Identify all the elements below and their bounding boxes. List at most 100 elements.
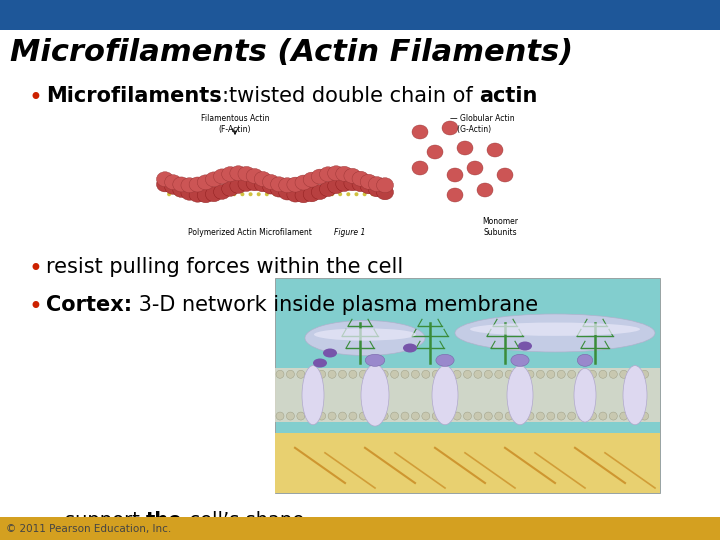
- Ellipse shape: [403, 343, 417, 353]
- Bar: [275, 433, 660, 493]
- Text: Microfilaments (Actin Filaments): Microfilaments (Actin Filaments): [10, 38, 573, 68]
- Ellipse shape: [464, 370, 472, 379]
- Ellipse shape: [181, 178, 198, 193]
- Ellipse shape: [233, 192, 236, 196]
- Ellipse shape: [271, 182, 287, 197]
- Ellipse shape: [609, 412, 617, 420]
- Ellipse shape: [443, 370, 451, 379]
- Ellipse shape: [307, 412, 315, 420]
- Ellipse shape: [443, 412, 451, 420]
- Ellipse shape: [511, 354, 529, 366]
- Ellipse shape: [432, 412, 440, 420]
- Ellipse shape: [370, 412, 378, 420]
- Ellipse shape: [436, 354, 454, 366]
- Ellipse shape: [314, 328, 416, 341]
- Ellipse shape: [477, 183, 493, 197]
- Ellipse shape: [536, 370, 544, 379]
- Ellipse shape: [262, 174, 279, 190]
- Ellipse shape: [578, 370, 586, 379]
- Ellipse shape: [265, 192, 269, 196]
- Ellipse shape: [156, 177, 174, 192]
- Ellipse shape: [354, 192, 359, 196]
- Text: the: the: [146, 511, 183, 530]
- Ellipse shape: [427, 145, 443, 159]
- Ellipse shape: [302, 366, 324, 425]
- Ellipse shape: [238, 177, 255, 191]
- Ellipse shape: [401, 370, 409, 379]
- Ellipse shape: [311, 185, 328, 200]
- Ellipse shape: [360, 174, 377, 190]
- Ellipse shape: [599, 412, 607, 420]
- Ellipse shape: [505, 370, 513, 379]
- Ellipse shape: [526, 412, 534, 420]
- Ellipse shape: [230, 178, 247, 193]
- Ellipse shape: [464, 412, 472, 420]
- Ellipse shape: [199, 192, 204, 196]
- Ellipse shape: [495, 370, 503, 379]
- Ellipse shape: [516, 412, 523, 420]
- Ellipse shape: [588, 412, 596, 420]
- Ellipse shape: [412, 125, 428, 139]
- Ellipse shape: [287, 177, 304, 192]
- Ellipse shape: [467, 161, 483, 175]
- Ellipse shape: [175, 192, 179, 196]
- Ellipse shape: [214, 184, 230, 199]
- Ellipse shape: [442, 121, 458, 135]
- Ellipse shape: [474, 412, 482, 420]
- Ellipse shape: [516, 370, 523, 379]
- Ellipse shape: [453, 370, 461, 379]
- Ellipse shape: [297, 370, 305, 379]
- Ellipse shape: [379, 192, 383, 196]
- Ellipse shape: [318, 370, 325, 379]
- Ellipse shape: [574, 368, 596, 422]
- Ellipse shape: [314, 192, 318, 196]
- Ellipse shape: [349, 370, 357, 379]
- Text: support: support: [65, 511, 146, 530]
- Ellipse shape: [369, 182, 385, 197]
- Ellipse shape: [536, 412, 544, 420]
- Ellipse shape: [623, 366, 647, 425]
- Ellipse shape: [344, 176, 361, 191]
- Bar: [155, 110, 545, 245]
- Ellipse shape: [505, 412, 513, 420]
- Ellipse shape: [453, 412, 461, 420]
- Ellipse shape: [246, 168, 263, 184]
- Ellipse shape: [588, 370, 596, 379]
- Ellipse shape: [599, 370, 607, 379]
- Ellipse shape: [313, 359, 327, 368]
- Ellipse shape: [630, 412, 638, 420]
- Ellipse shape: [156, 172, 174, 187]
- Ellipse shape: [205, 187, 222, 201]
- Ellipse shape: [412, 161, 428, 175]
- Ellipse shape: [165, 179, 181, 194]
- Text: © 2011 Pearson Education, Inc.: © 2011 Pearson Education, Inc.: [6, 524, 171, 534]
- Ellipse shape: [208, 192, 212, 196]
- Text: •: •: [28, 86, 42, 110]
- Ellipse shape: [447, 188, 463, 202]
- Ellipse shape: [432, 366, 458, 425]
- Ellipse shape: [609, 370, 617, 379]
- Ellipse shape: [497, 168, 513, 182]
- Ellipse shape: [377, 178, 394, 193]
- Ellipse shape: [246, 176, 263, 191]
- Ellipse shape: [359, 412, 367, 420]
- Ellipse shape: [279, 185, 296, 200]
- Ellipse shape: [305, 192, 310, 196]
- Ellipse shape: [307, 370, 315, 379]
- Ellipse shape: [279, 178, 296, 193]
- Ellipse shape: [320, 167, 336, 182]
- Ellipse shape: [224, 192, 228, 196]
- Ellipse shape: [352, 171, 369, 186]
- Ellipse shape: [487, 143, 503, 157]
- Ellipse shape: [485, 412, 492, 420]
- Ellipse shape: [254, 172, 271, 186]
- Bar: [275, 368, 660, 422]
- Ellipse shape: [370, 370, 378, 379]
- Ellipse shape: [557, 412, 565, 420]
- Ellipse shape: [567, 370, 576, 379]
- Ellipse shape: [578, 412, 586, 420]
- Ellipse shape: [365, 354, 384, 366]
- Ellipse shape: [495, 412, 503, 420]
- Bar: [275, 278, 660, 493]
- Ellipse shape: [344, 168, 361, 184]
